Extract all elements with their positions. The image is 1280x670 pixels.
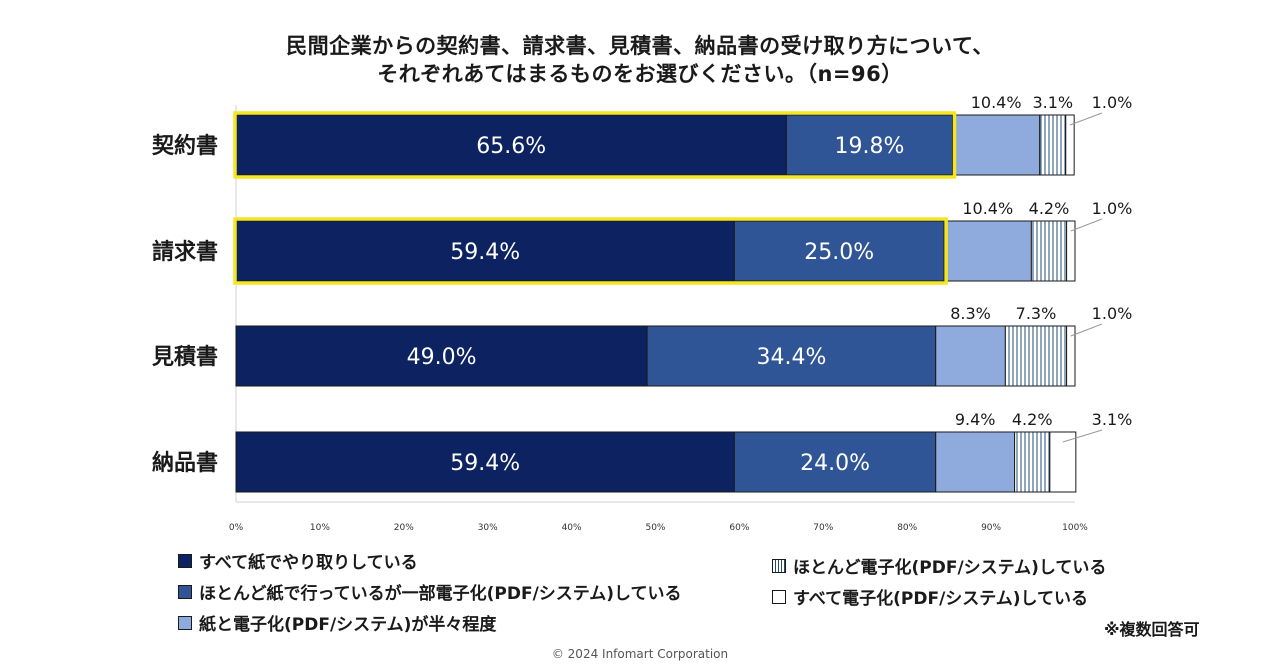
data-label-estimate-all-digital: 1.0% — [1092, 304, 1133, 323]
data-label-invoice-all-paper: 59.4% — [450, 240, 520, 265]
highlight-box-contract — [233, 111, 957, 179]
x-tick-label: 10% — [310, 523, 330, 533]
highlight-box-invoice — [233, 217, 948, 285]
x-tick-label: 80% — [897, 523, 917, 533]
data-label-contract-mostly-paper: 19.8% — [834, 134, 904, 159]
data-label-contract-mostly-digital: 3.1% — [1032, 93, 1073, 112]
bar-segment-estimate-all-paper — [235, 325, 648, 387]
data-label-contract-half-half: 10.4% — [971, 93, 1022, 112]
x-tick-label: 20% — [394, 523, 414, 533]
legend-swatch-all-paper — [178, 553, 192, 568]
leader-line-estimate-all-digital — [1070, 323, 1103, 337]
bar-segment-delivery-half-half — [935, 431, 1016, 493]
legend-item-all-paper: すべて紙でやり取りしている — [178, 548, 418, 573]
data-label-delivery-mostly-digital: 4.2% — [1012, 410, 1053, 429]
legend-label-all-paper: すべて紙でやり取りしている — [199, 553, 418, 573]
leader-line-invoice-all-digital — [1070, 218, 1103, 232]
legend-swatch-mostly-digital — [772, 558, 786, 573]
copyright: © 2024 Infomart Corporation — [551, 647, 729, 661]
legend-swatch-all-digital — [772, 589, 786, 604]
legend-item-mostly-paper: ほとんど紙で行っているが一部電子化(PDF/システム)している — [178, 579, 682, 604]
stacked-bar-chart: 0% 10% 20% 30% 40% 50% 60% 70% 80% 90% 100% 契約書 65.6… — [151, 93, 1133, 533]
legend-label-half-half: 紙と電子化(PDF/システム)が半々程度 — [199, 615, 497, 635]
x-tick-label: 100% — [1062, 523, 1088, 533]
x-tick-label: 70% — [813, 523, 833, 533]
chart-title-line2: それぞれあてはまるものをお選びください。（n=96） — [377, 62, 903, 86]
multiple-answer-note: ※複数回答可 — [1104, 620, 1200, 639]
data-label-delivery-all-digital: 3.1% — [1092, 410, 1133, 429]
category-label-invoice: 請求書 — [152, 239, 218, 265]
data-label-invoice-mostly-digital: 4.2% — [1029, 199, 1070, 218]
legend-item-mostly-digital: ほとんど電子化(PDF/システム)している — [772, 553, 1106, 578]
data-label-invoice-half-half: 10.4% — [962, 199, 1013, 218]
x-tick-label: 60% — [729, 523, 749, 533]
data-label-estimate-all-paper: 49.0% — [407, 345, 477, 370]
x-tick-label: 90% — [981, 523, 1001, 533]
data-label-invoice-all-digital: 1.0% — [1092, 199, 1133, 218]
bar-segment-delivery-all-paper — [235, 431, 735, 493]
bar-segment-delivery-all-digital — [1049, 431, 1077, 493]
data-label-estimate-mostly-paper: 34.4% — [756, 345, 826, 370]
legend-swatch-half-half — [178, 615, 192, 630]
category-label-contract: 契約書 — [151, 133, 218, 159]
bar-segment-invoice-mostly-paper — [733, 220, 945, 282]
data-label-contract-all-digital: 1.0% — [1092, 93, 1133, 112]
data-label-delivery-half-half: 9.4% — [955, 410, 996, 429]
bar-segment-estimate-all-digital — [1066, 325, 1076, 387]
category-label-estimate: 見積書 — [152, 344, 218, 370]
x-tick-label: 50% — [645, 523, 665, 533]
x-tick-label: 0% — [229, 523, 244, 533]
bar-segment-estimate-half-half — [935, 325, 1006, 387]
bar-segment-invoice-all-digital — [1066, 220, 1076, 282]
data-label-invoice-mostly-paper: 25.0% — [804, 240, 874, 265]
legend-item-half-half: 紙と電子化(PDF/システム)が半々程度 — [178, 610, 496, 635]
legend-swatch-mostly-paper — [178, 584, 192, 599]
bar-segment-invoice-half-half — [943, 220, 1032, 282]
data-label-contract-all-paper: 65.6% — [476, 134, 546, 159]
bar-segment-invoice-mostly-digital — [1030, 220, 1068, 282]
bar-segment-contract-mostly-digital — [1039, 114, 1067, 176]
bar-segment-contract-all-digital — [1065, 114, 1075, 176]
data-label-delivery-mostly-paper: 24.0% — [800, 451, 870, 476]
leader-line-delivery-all-digital — [1062, 429, 1103, 443]
legend-label-mostly-digital: ほとんど電子化(PDF/システム)している — [793, 558, 1107, 578]
bar-segment-contract-half-half — [952, 114, 1041, 176]
bar-segment-estimate-mostly-digital — [1004, 325, 1068, 387]
data-label-estimate-half-half: 8.3% — [950, 304, 991, 323]
legend-label-all-digital: すべて電子化(PDF/システム)している — [793, 589, 1089, 609]
legend-item-all-digital: すべて電子化(PDF/システム)している — [772, 584, 1088, 609]
x-tick-label: 30% — [478, 523, 498, 533]
data-label-estimate-mostly-digital: 7.3% — [1016, 304, 1057, 323]
category-label-delivery: 納品書 — [152, 450, 218, 476]
x-tick-label: 40% — [562, 523, 582, 533]
legend-label-mostly-paper: ほとんど紙で行っているが一部電子化(PDF/システム)している — [199, 584, 682, 604]
bar-segment-estimate-mostly-paper — [646, 325, 937, 387]
bar-segment-contract-mostly-paper — [785, 114, 954, 176]
chart-title-line1: 民間企業からの契約書、請求書、見積書、納品書の受け取り方について、 — [286, 34, 994, 58]
data-label-delivery-all-paper: 59.4% — [450, 451, 520, 476]
bar-segment-delivery-mostly-digital — [1014, 431, 1051, 493]
bar-segment-delivery-mostly-paper — [733, 431, 937, 493]
leader-line-contract-all-digital — [1069, 112, 1103, 126]
